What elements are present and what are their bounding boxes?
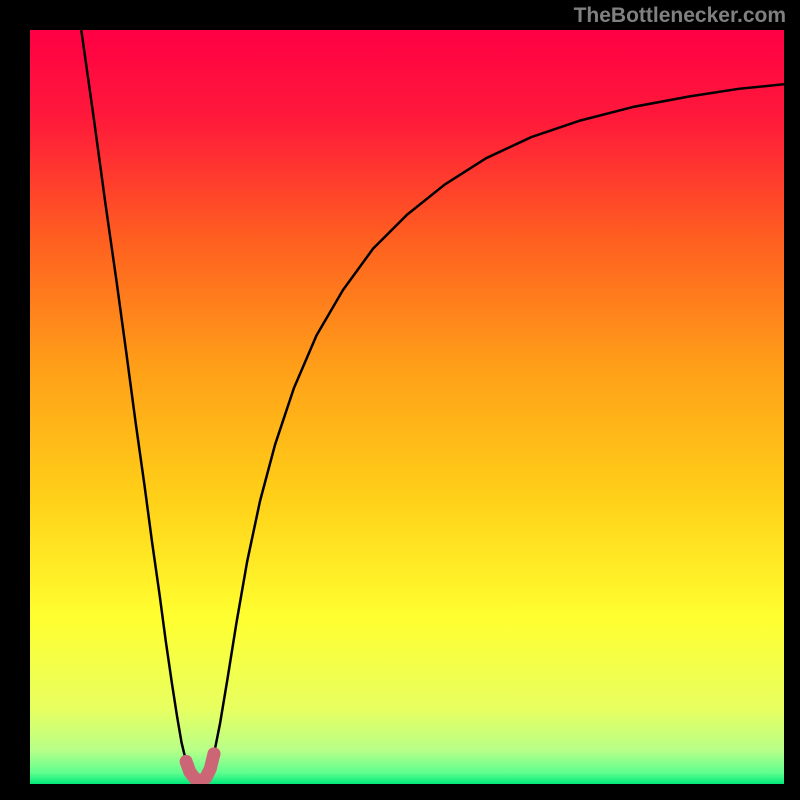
chart-container: TheBottlenecker.com bbox=[0, 0, 800, 800]
watermark-text: TheBottlenecker.com bbox=[574, 4, 786, 28]
bottleneck-chart bbox=[0, 0, 800, 800]
